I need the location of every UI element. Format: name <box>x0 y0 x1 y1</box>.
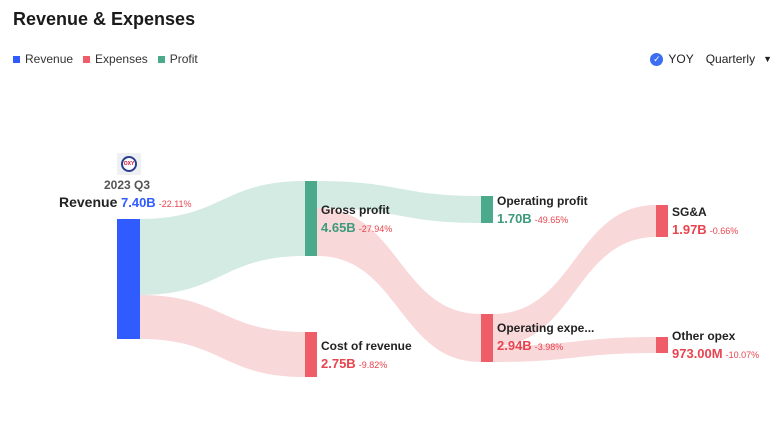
legend: Revenue Expenses Profit <box>13 52 198 66</box>
yoy-label: YOY <box>668 52 694 66</box>
link-revenue-cost-of-revenue[interactable] <box>140 295 305 377</box>
change: -3.98% <box>534 342 564 352</box>
node-cost-of-revenue[interactable] <box>305 332 317 377</box>
change: -9.82% <box>358 360 388 370</box>
change: -10.07% <box>725 350 760 360</box>
legend-swatch <box>83 55 91 63</box>
node-operating-profit[interactable] <box>481 196 493 223</box>
link-operating-expenses-sga[interactable] <box>493 205 656 346</box>
node-value-sga: 1.97B -0.66% <box>672 222 738 237</box>
node-operating-expenses[interactable] <box>481 314 493 362</box>
legend-label: Revenue <box>25 52 74 66</box>
controls: ✓ YOY Quarterly ▼ <box>650 52 772 66</box>
node-value-gross-profit: 4.65B -27.94% <box>321 220 392 235</box>
legend-label: Profit <box>169 52 198 66</box>
value: 1.70B <box>497 211 532 226</box>
value: 1.97B <box>672 222 707 237</box>
period-value: Quarterly <box>705 52 756 66</box>
node-value-operating-profit: 1.70B -49.65% <box>497 211 568 226</box>
legend-label: Expenses <box>95 52 148 66</box>
node-gross-profit[interactable] <box>305 181 317 256</box>
link-revenue-gross-profit[interactable] <box>140 181 305 295</box>
value: 4.65B <box>321 220 356 235</box>
legend-revenue[interactable]: Revenue <box>13 52 73 66</box>
yoy-checkbox[interactable]: ✓ YOY <box>650 52 694 66</box>
node-value-revenue: 7.40B -22.11% <box>121 195 192 210</box>
change: -49.65% <box>534 215 569 225</box>
node-label-operating-profit: Operating profit <box>497 194 588 208</box>
node-label-gross-profit: Gross profit <box>321 203 390 217</box>
legend-swatch <box>13 55 20 63</box>
change: -0.66% <box>709 226 739 236</box>
legend-profit[interactable]: Profit <box>157 52 198 66</box>
link-operating-expenses-other-opex[interactable] <box>493 337 656 362</box>
value: 7.40B <box>121 195 156 210</box>
chart-title: Revenue & Expenses <box>13 9 196 29</box>
node-value-other-opex: 973.00M -10.07% <box>672 346 759 361</box>
value: 973.00M <box>672 346 723 361</box>
check-icon: ✓ <box>650 52 664 66</box>
company-logo: OXY <box>117 153 141 175</box>
node-sga[interactable] <box>656 205 668 237</box>
link-gross-profit-operating-expenses[interactable] <box>317 208 481 362</box>
node-label-revenue: Revenue <box>59 194 118 210</box>
node-label-other-opex: Other opex <box>672 329 736 343</box>
node-value-cost-of-revenue: 2.75B -9.82% <box>321 356 387 371</box>
change: -27.94% <box>358 224 393 234</box>
node-label-operating-expenses: Operating expe... <box>497 321 595 335</box>
change: -22.11% <box>158 199 192 209</box>
node-label-cost-of-revenue: Cost of revenue <box>321 339 412 353</box>
legend-expenses[interactable]: Expenses <box>83 52 148 66</box>
node-other-opex[interactable] <box>656 337 668 353</box>
caret-down-icon: ▼ <box>763 54 772 64</box>
period-label: 2023 Q3 <box>104 178 151 192</box>
node-label-sga: SG&A <box>672 205 707 219</box>
link-gross-profit-operating-profit[interactable] <box>317 181 481 223</box>
value: 2.75B <box>321 356 356 371</box>
legend-swatch <box>157 55 165 63</box>
node-revenue[interactable] <box>117 219 140 339</box>
value: 2.94B <box>497 338 532 353</box>
node-value-operating-expenses: 2.94B -3.98% <box>497 338 563 353</box>
period-dropdown[interactable]: Quarterly ▼ <box>706 52 772 66</box>
